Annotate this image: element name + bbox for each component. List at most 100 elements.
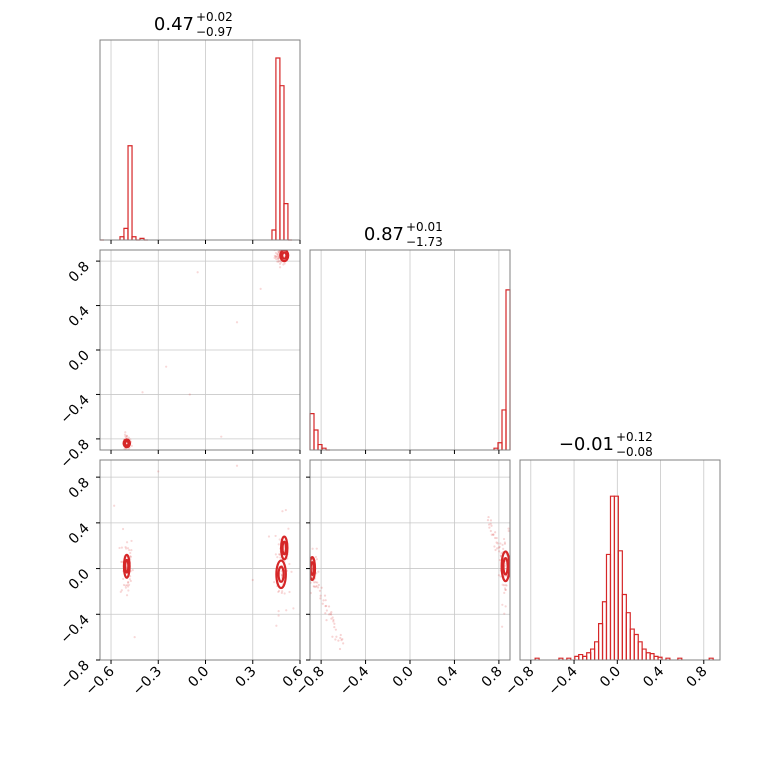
hist-3-bar-10	[601, 601, 608, 660]
scatter-3-2-xtick-label-3: 0.4	[434, 663, 461, 690]
scatter-3-1-contour-outer-2	[280, 535, 289, 561]
scatter-3-1-point-105	[281, 510, 284, 513]
scatter-3-1-points	[113, 464, 295, 639]
scatter-3-1-contour-outer-0	[122, 553, 131, 579]
hist-2-title-minus: −1.73	[406, 235, 443, 249]
scatter-2-1-point-24	[274, 251, 277, 255]
scatter-3-2-point-133	[342, 642, 345, 645]
hist-1-bar-2	[123, 227, 129, 240]
scatter-2-1-ytick-label-3: 0.4	[66, 303, 93, 330]
scatter-2-1-point-58	[277, 250, 280, 253]
scatter-3-2-point-78	[504, 605, 507, 608]
scatter-3-2-point-82	[507, 529, 510, 533]
hist-1-title-minus: −0.97	[196, 25, 233, 39]
hist-3-frame	[519, 459, 721, 661]
scatter-3-2-point-116	[330, 613, 333, 616]
scatter-3-1-point-10	[127, 589, 130, 592]
scatter-3-1-point-99	[284, 508, 287, 512]
hist-1-bar-10	[279, 85, 285, 240]
hist-3-bar-14	[617, 550, 623, 660]
scatter-2-1-ytick-label-2: 0.0	[66, 348, 93, 375]
hist-2-title-plus: +0.01	[406, 220, 443, 234]
scatter-3-2-point-58	[499, 542, 502, 545]
scatter-3-1-point-32	[128, 548, 131, 552]
scatter-3-1-ytick-label-1: −0.4	[57, 612, 92, 647]
hist-3-bar-22	[649, 653, 655, 660]
hist-1-bar-11	[283, 203, 289, 240]
scatter-3-2-point-89	[503, 587, 507, 590]
hist-3-bar-7	[589, 648, 596, 660]
scatter-2-1-contour-outer-1	[122, 438, 132, 449]
hist-3-bar-13	[613, 495, 619, 660]
scatter-3-1-point-94	[277, 614, 280, 617]
scatter-3-2-point-107	[323, 594, 327, 597]
hist-3-bar-23	[653, 655, 659, 660]
scatter-3-1-point-20	[120, 589, 123, 592]
scatter-3-1-ytick-label-4: 0.8	[66, 475, 93, 502]
scatter-2-1-point-36	[273, 254, 276, 257]
scatter-3-2-point-50	[503, 541, 507, 544]
scatter-3-2-point-46	[499, 575, 502, 578]
scatter-3-2-point-104	[321, 602, 324, 605]
hist-3-bar-11	[605, 553, 612, 660]
scatter-3-1-point-113	[235, 464, 239, 467]
scatter-3-1-xtick-label-3: 0.3	[233, 664, 260, 691]
scatter-3-2-point-111	[324, 612, 327, 615]
scatter-3-2-contour-outer-1	[500, 550, 510, 583]
scatter-3-1-contour-outer-1	[275, 559, 287, 590]
hist-3-bar-19	[637, 641, 643, 660]
scatter-3-2-point-155	[500, 552, 503, 555]
scatter-3-2-point-94	[315, 584, 318, 588]
scatter-3-2-point-96	[314, 581, 317, 584]
scatter-3-1-point-73	[280, 574, 284, 577]
scatter-2-1-point-6	[276, 253, 279, 256]
scatter-3-2-xtick-label-1: −0.4	[337, 663, 372, 698]
hist-3-bar-5	[582, 655, 588, 660]
scatter-3-1-frame	[99, 459, 301, 661]
scatter-2-1-point-83	[124, 447, 127, 450]
scatter-3-1-point-80	[267, 535, 271, 538]
scatter-3-1-contour-inner-0	[124, 558, 130, 574]
scatter-3-2-point-108	[325, 604, 328, 608]
scatter-3-2-point-131	[341, 638, 344, 641]
scatter-2-1-point-77	[125, 436, 128, 439]
scatter-3-2-point-128	[339, 636, 342, 640]
scatter-3-1-point-27	[118, 546, 121, 550]
hist-3-title: −0.01 +0.12−0.08	[559, 430, 653, 459]
hist-3-bar-1	[558, 657, 564, 660]
scatter-3-2-point-45	[505, 584, 508, 587]
hist-3-xtick-label-1: −0.4	[546, 663, 581, 698]
scatter-3-1-point-33	[126, 585, 130, 588]
scatter-3-2-point-132	[340, 638, 343, 642]
scatter-3-2-point-150	[495, 541, 498, 544]
scatter-3-2-point-110	[327, 605, 331, 608]
scatter-2-1-contour-inner-0	[280, 251, 288, 260]
scatter-3-1-point-58	[278, 538, 281, 541]
scatter-3-1-point-52	[277, 589, 281, 592]
scatter-3-2-point-122	[333, 626, 336, 629]
scatter-3-1-point-42	[129, 555, 132, 558]
scatter-3-1-point-90	[290, 570, 293, 573]
scatter-3-2-point-72	[502, 584, 506, 587]
scatter-3-2-xtick-label-2: 0.0	[390, 664, 417, 691]
scatter-3-1-point-2	[124, 584, 127, 587]
hist-1-frame	[99, 39, 301, 241]
scatter-3-2-point-76	[504, 564, 507, 567]
scatter-3-2-point-127	[334, 638, 337, 641]
scatter-3-2-point-124	[331, 635, 334, 638]
scatter-2-1-point-99	[220, 435, 223, 438]
scatter-3-2-point-88	[501, 543, 504, 546]
scatter-3-1-point-44	[125, 547, 128, 550]
scatter-3-1-point-68	[277, 590, 280, 594]
scatter-2-1-contour-outer-0	[279, 250, 290, 263]
scatter-3-2-point-16	[314, 585, 317, 589]
scatter-3-2-point-119	[330, 617, 333, 620]
scatter-3-1-point-7	[129, 579, 132, 583]
scatter-2-1-point-35	[276, 258, 279, 261]
corner-panels: 0.47 +0.02−0.97 0.87 +0.01−1.73 −0.8 −0.4 0.0 0…	[57, 10, 721, 699]
scatter-3-2-contour-inner-1	[502, 557, 509, 576]
scatter-2-1-point-32	[277, 250, 280, 254]
scatter-2-1-point-52	[277, 254, 280, 257]
scatter-2-1-point-50	[278, 259, 281, 262]
